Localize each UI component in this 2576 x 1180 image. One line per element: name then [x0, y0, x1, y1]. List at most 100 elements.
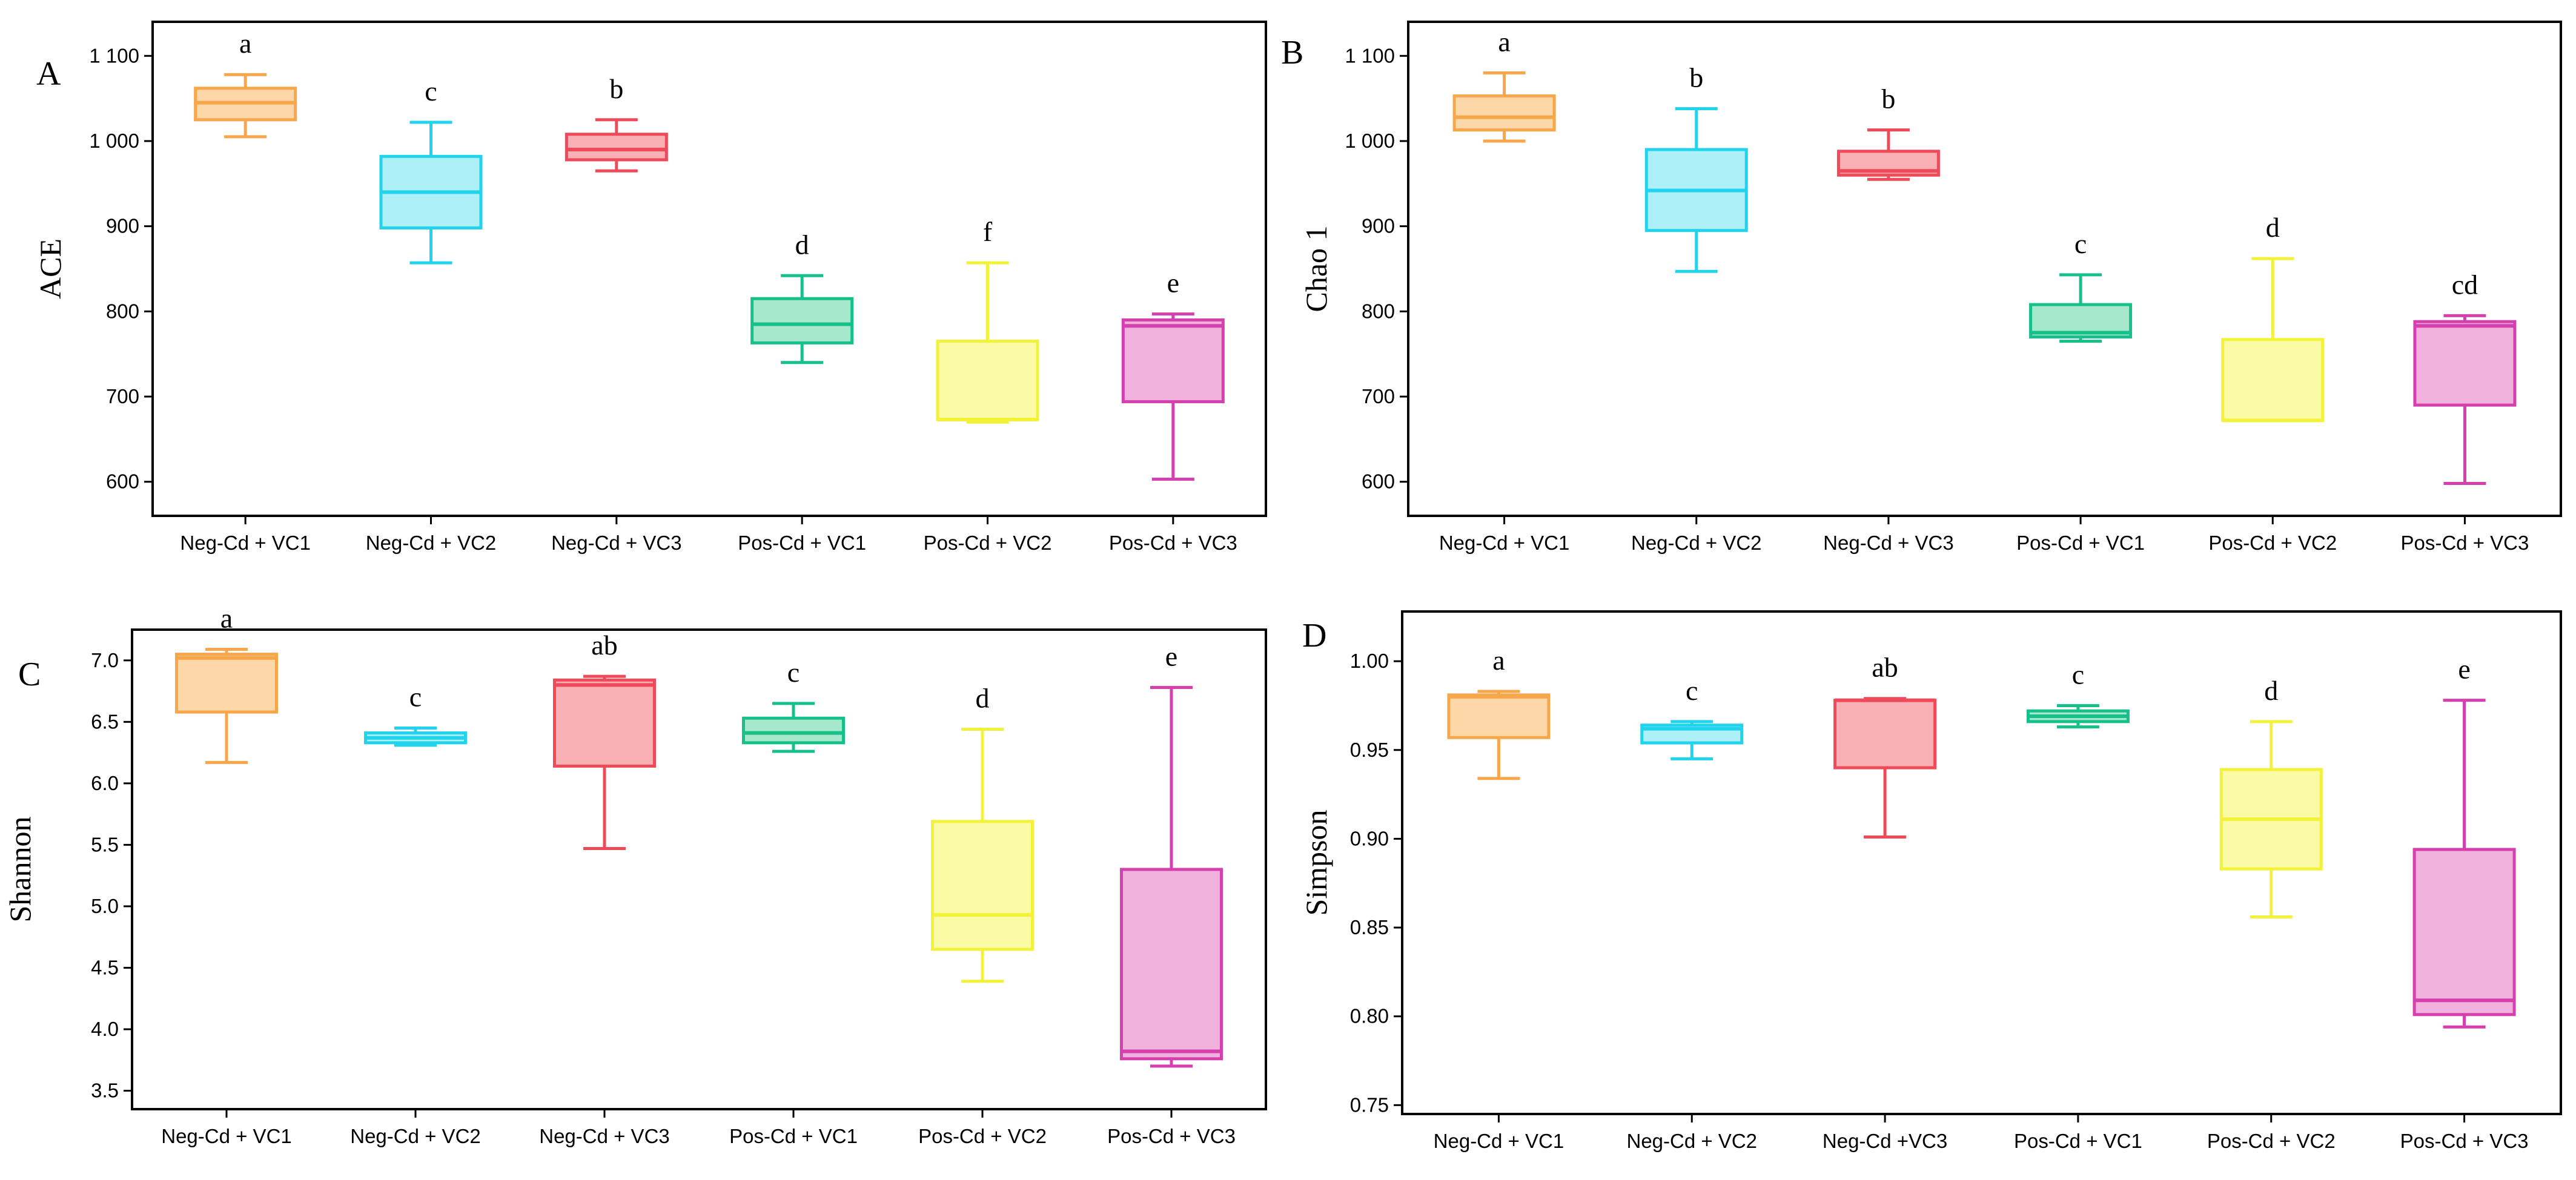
chart-d-x-tick-label-1: Neg-Cd + VC2 — [1626, 1130, 1757, 1152]
chart-b-y-tick-label-4: 1 000 — [1345, 130, 1395, 152]
chart-c-sig-letter-2: ab — [591, 630, 617, 661]
chart-b-sig-letter-1: b — [1689, 62, 1703, 93]
chart-a-y-tick-label-2: 800 — [106, 300, 139, 322]
chart-c-y-tick-label-5: 6.0 — [91, 772, 119, 794]
chart-b-box-0 — [1452, 71, 1556, 143]
chart-b-x-tick-label-2: Neg-Cd + VC3 — [1823, 532, 1954, 554]
chart-d-panel-letter: D — [1302, 617, 1326, 654]
chart-c-y-tick-label-4: 5.5 — [91, 833, 119, 855]
chart-b-panel-letter: B — [1281, 34, 1303, 71]
chart-d-y-tick-label-1: 0.80 — [1350, 1005, 1389, 1027]
chart-c-y-tick-label-1: 4.0 — [91, 1018, 119, 1040]
chart-c-box-body-3 — [742, 716, 845, 745]
chart-b-box-body-0 — [1452, 94, 1556, 132]
chart-d-y-tick-label-0: 0.75 — [1350, 1093, 1389, 1116]
chart-a-x-tick-label-5: Pos-Cd + VC3 — [1109, 532, 1237, 554]
chart-d-sig-letter-2: ab — [1872, 652, 1898, 683]
chart-a-box-2 — [565, 118, 668, 173]
chart-a-box-body-3 — [750, 297, 854, 344]
chart-a-x-tick-label-0: Neg-Cd + VC1 — [180, 532, 311, 554]
chart-a-y-tick-label-0: 600 — [106, 470, 139, 493]
chart-c-box-body-4 — [931, 820, 1034, 951]
chart-d-x-tick-label-0: Neg-Cd + VC1 — [1434, 1130, 1564, 1152]
chart-a-panel-letter: A — [36, 55, 61, 93]
chart-c-frame — [131, 628, 1267, 1110]
chart-c-x-tick-label-3: Pos-Cd + VC1 — [729, 1125, 858, 1147]
chart-a-sig-letter-0: a — [239, 28, 251, 59]
chart-b-sig-letter-3: c — [2074, 228, 2087, 259]
chart-b-x-tick-label-4: Pos-Cd + VC2 — [2208, 532, 2337, 554]
chart-b: B Chao 1 600 700 800 900 1 000 1 100 Neg-Cd + VC… — [1281, 21, 2562, 554]
chart-b-box-body-5 — [2413, 320, 2517, 407]
chart-b-y-tick-label-5: 1 100 — [1345, 44, 1395, 67]
chart-a-box-0 — [194, 73, 297, 139]
chart-c-box-body-5 — [1120, 868, 1223, 1061]
chart-d-x-tick-label-3: Pos-Cd + VC1 — [2014, 1130, 2142, 1152]
chart-a-x-tick-label-3: Pos-Cd + VC1 — [738, 532, 866, 554]
chart-b-box-body-4 — [2221, 338, 2325, 422]
chart-b-y-tick-label-1: 700 — [1362, 385, 1395, 407]
chart-c-sig-letter-1: c — [409, 681, 422, 712]
chart-b-box-4 — [2221, 257, 2325, 423]
chart-c-y-tick-label-7: 7.0 — [91, 649, 119, 671]
chart-a-sig-letter-2: b — [609, 73, 623, 104]
chart-a-sig-letter-5: e — [1167, 268, 1179, 298]
chart-b-x-tick-label-1: Neg-Cd + VC2 — [1631, 532, 1762, 554]
chart-b-box-2 — [1836, 128, 1940, 181]
chart-c-box-0 — [175, 647, 278, 764]
chart-d-box-body-2 — [1833, 699, 1937, 770]
chart-b-y-axis-title: Chao 1 — [1299, 225, 1333, 312]
chart-d-x-tick-label-5: Pos-Cd + VC3 — [2400, 1130, 2529, 1152]
chart-c-box-3 — [742, 702, 845, 753]
chart-a-y-tick-label-1: 700 — [106, 385, 139, 407]
chart-a-frame — [151, 21, 1267, 517]
chart-a-box-body-5 — [1121, 318, 1225, 403]
chart-c-box-1 — [364, 726, 467, 747]
chart-c-box-4 — [931, 727, 1034, 983]
chart-a-y-axis-title: ACE — [33, 239, 67, 299]
chart-c: C Shannon 3.5 4.0 4.5 5.0 5.5 6.0 6.5 7.0 Neg-Cd +… — [3, 602, 1267, 1147]
chart-b-frame — [1407, 21, 2562, 517]
chart-d-box-2 — [1833, 697, 1937, 839]
chart-d-sig-letter-5: e — [2458, 654, 2470, 685]
chart-c-sig-letter-4: d — [976, 682, 990, 713]
chart-a-sig-letter-4: f — [983, 216, 993, 247]
chart-c-x-tick-label-0: Neg-Cd + VC1 — [161, 1125, 292, 1147]
chart-b-y-tick-label-0: 600 — [1362, 470, 1395, 493]
chart-c-sig-letter-0: a — [220, 602, 233, 633]
chart-d-sig-letter-4: d — [2264, 675, 2278, 706]
chart-a-box-body-4 — [936, 340, 1039, 421]
chart-c-y-axis-title: Shannon — [3, 817, 37, 923]
chart-d-sig-letter-3: c — [2072, 659, 2084, 690]
chart-d-y-tick-label-5: 1.00 — [1350, 650, 1389, 672]
chart-a-box-5 — [1121, 312, 1225, 481]
chart-d-sig-letter-1: c — [1686, 675, 1698, 706]
chart-b-box-3 — [2029, 273, 2133, 343]
chart-c-x-tick-label-1: Neg-Cd + VC2 — [350, 1125, 481, 1147]
chart-c-y-tick-label-2: 4.5 — [91, 956, 119, 978]
chart-b-sig-letter-0: a — [1498, 26, 1510, 57]
chart-b-box-5 — [2413, 314, 2517, 486]
chart-d-box-5 — [2412, 699, 2516, 1029]
chart-a-x-tick-label-4: Pos-Cd + VC2 — [924, 532, 1052, 554]
chart-d: D Simpson 0.75 0.80 0.85 0.90 0.95 1.00 Neg-Cd +… — [1299, 610, 2562, 1152]
chart-d-y-tick-label-4: 0.95 — [1350, 739, 1389, 761]
chart-c-box-5 — [1120, 685, 1223, 1068]
chart-b-box-1 — [1644, 107, 1748, 273]
chart-a-sig-letter-3: d — [795, 229, 809, 260]
chart-c-panel-letter: C — [18, 656, 41, 693]
chart-b-sig-letter-5: cd — [2452, 269, 2478, 300]
chart-a-y-tick-label-5: 1 100 — [89, 44, 139, 67]
chart-c-x-tick-label-2: Neg-Cd + VC3 — [539, 1125, 670, 1147]
chart-b-y-tick-label-3: 900 — [1362, 215, 1395, 237]
chart-a-box-4 — [936, 261, 1039, 424]
chart-b-y-tick-label-2: 800 — [1362, 300, 1395, 322]
chart-b-x-tick-label-3: Pos-Cd + VC1 — [2016, 532, 2145, 554]
chart-b-sig-letter-2: b — [1881, 84, 1895, 114]
chart-a-sig-letter-1: c — [425, 76, 437, 107]
chart-b-x-tick-label-5: Pos-Cd + VC3 — [2400, 532, 2529, 554]
chart-a-box-3 — [750, 274, 854, 364]
chart-c-x-tick-label-5: Pos-Cd + VC3 — [1107, 1125, 1236, 1147]
chart-a-x-tick-label-2: Neg-Cd + VC3 — [551, 532, 682, 554]
